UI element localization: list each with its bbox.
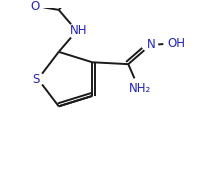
Text: O: O bbox=[30, 0, 39, 12]
Text: NH: NH bbox=[70, 24, 88, 37]
Text: NH₂: NH₂ bbox=[129, 81, 151, 94]
Text: N: N bbox=[147, 38, 156, 51]
Text: S: S bbox=[32, 73, 40, 86]
Text: OH: OH bbox=[167, 37, 185, 50]
